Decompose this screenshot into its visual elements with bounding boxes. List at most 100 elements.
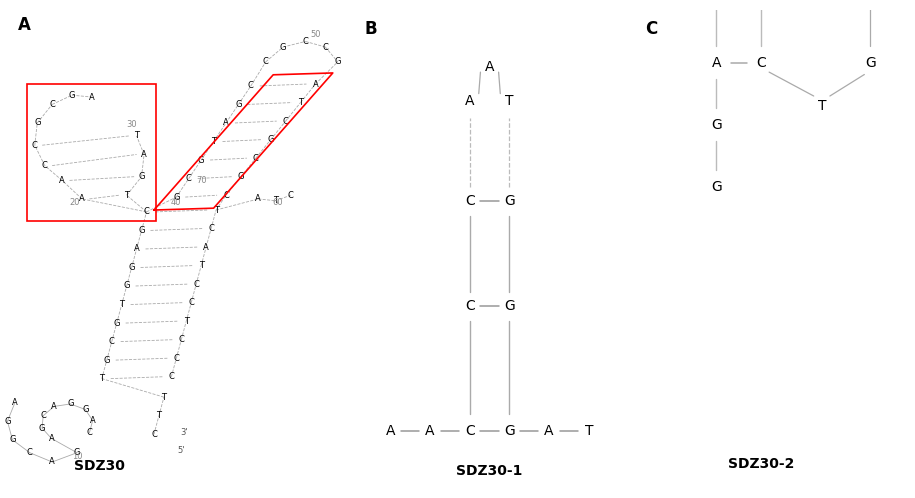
Text: A: A xyxy=(425,424,435,438)
Text: A: A xyxy=(141,150,147,159)
Text: G: G xyxy=(74,448,81,457)
Text: C: C xyxy=(40,411,46,420)
Text: A: A xyxy=(223,119,229,127)
Text: 3': 3' xyxy=(180,428,188,437)
Text: C: C xyxy=(303,37,308,46)
Text: C: C xyxy=(322,42,328,51)
Text: C: C xyxy=(32,141,38,150)
Text: G: G xyxy=(267,135,274,144)
Text: T: T xyxy=(213,206,219,215)
Text: G: G xyxy=(280,42,286,51)
Text: A: A xyxy=(385,424,395,438)
Text: A: A xyxy=(79,194,85,203)
Text: G: G xyxy=(9,435,16,444)
Text: G: G xyxy=(238,172,244,181)
Text: T: T xyxy=(298,98,303,107)
Text: C: C xyxy=(253,154,259,163)
Text: A: A xyxy=(89,93,95,102)
Text: A: A xyxy=(544,424,554,438)
Text: G: G xyxy=(711,180,722,194)
Text: G: G xyxy=(504,424,515,438)
Text: G: G xyxy=(711,118,722,131)
Text: T: T xyxy=(211,137,216,146)
Text: 5': 5' xyxy=(178,446,185,455)
Text: G: G xyxy=(504,194,515,208)
Text: SDZ30: SDZ30 xyxy=(74,459,124,473)
Text: C: C xyxy=(287,191,294,200)
Text: A: A xyxy=(48,434,54,443)
Text: C: C xyxy=(465,299,475,313)
Text: T: T xyxy=(161,392,167,402)
Text: G: G xyxy=(113,319,120,328)
Text: C: C xyxy=(168,373,174,381)
Text: C: C xyxy=(186,174,191,183)
Text: A: A xyxy=(18,16,31,34)
Text: 40: 40 xyxy=(171,198,181,207)
Text: T: T xyxy=(156,411,161,420)
Text: G: G xyxy=(335,57,341,66)
Text: C: C xyxy=(87,428,92,437)
Text: SDZ30-2: SDZ30-2 xyxy=(727,457,794,471)
Text: G: G xyxy=(103,356,110,365)
Text: B: B xyxy=(364,20,377,38)
Text: G: G xyxy=(38,424,46,433)
Text: T: T xyxy=(124,191,129,200)
Text: C: C xyxy=(144,207,149,217)
Text: C: C xyxy=(248,81,253,91)
Text: SDZ30-1: SDZ30-1 xyxy=(457,464,522,478)
Text: T: T xyxy=(135,131,139,140)
Text: C: C xyxy=(188,298,194,307)
Text: C: C xyxy=(263,57,269,66)
Text: G: G xyxy=(504,299,515,313)
Text: A: A xyxy=(51,402,57,411)
Text: A: A xyxy=(203,243,209,251)
Text: G: G xyxy=(124,281,130,290)
Text: T: T xyxy=(184,317,188,326)
Text: C: C xyxy=(193,280,199,289)
Text: A: A xyxy=(49,458,55,467)
Text: A: A xyxy=(485,60,494,74)
Text: T: T xyxy=(817,99,826,113)
Text: 50: 50 xyxy=(310,29,320,38)
Text: A: A xyxy=(465,94,474,108)
Text: C: C xyxy=(27,448,33,457)
Text: G: G xyxy=(235,100,242,109)
Text: A: A xyxy=(255,194,261,203)
Text: A: A xyxy=(59,176,65,185)
Text: C: C xyxy=(178,335,184,344)
Text: G: G xyxy=(198,155,204,164)
Text: A: A xyxy=(12,398,17,407)
Text: A: A xyxy=(712,56,721,70)
Text: 70: 70 xyxy=(196,176,207,185)
Text: C: C xyxy=(283,117,288,125)
Text: C: C xyxy=(645,20,658,38)
Text: G: G xyxy=(173,193,179,202)
Text: C: C xyxy=(49,100,55,109)
Text: C: C xyxy=(223,191,229,200)
Text: T: T xyxy=(505,94,513,108)
Text: T: T xyxy=(100,374,104,383)
Text: G: G xyxy=(5,417,11,426)
Text: 30: 30 xyxy=(126,121,137,129)
Text: G: G xyxy=(865,56,876,70)
Text: G: G xyxy=(128,263,135,272)
Text: G: G xyxy=(138,226,145,235)
Text: G: G xyxy=(82,405,89,414)
Text: T: T xyxy=(585,424,593,438)
Text: C: C xyxy=(151,430,156,439)
Text: T: T xyxy=(119,300,124,309)
Text: T: T xyxy=(199,261,204,270)
Bar xyxy=(27,84,156,221)
Text: 60: 60 xyxy=(273,198,284,207)
Text: 20: 20 xyxy=(70,198,80,207)
Text: G: G xyxy=(67,399,74,408)
Text: G: G xyxy=(69,91,75,100)
Text: G: G xyxy=(34,119,40,127)
Text: G: G xyxy=(138,172,145,181)
Text: C: C xyxy=(209,224,214,233)
Text: A: A xyxy=(90,416,95,425)
Text: A: A xyxy=(313,80,318,89)
Text: 10: 10 xyxy=(71,452,82,461)
Text: A: A xyxy=(134,245,139,253)
Text: T: T xyxy=(274,196,278,205)
